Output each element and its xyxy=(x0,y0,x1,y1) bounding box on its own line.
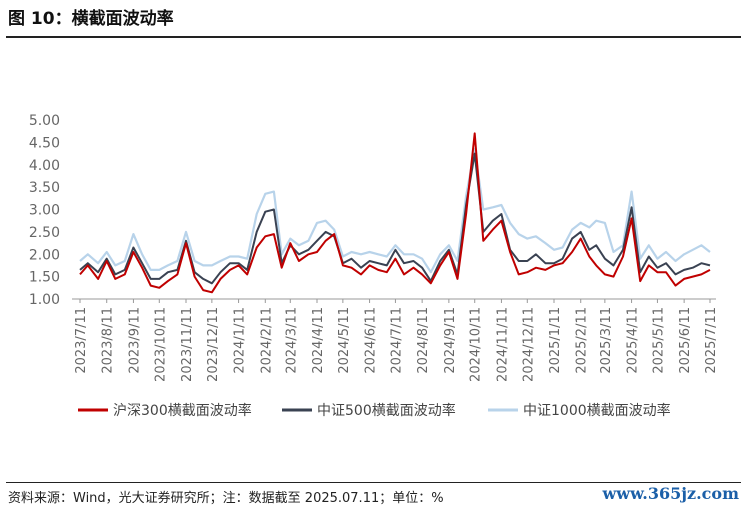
legend: 沪深300横截面波动率 中证500横截面波动率 中证1000横截面波动率 xyxy=(78,402,671,419)
x-tick-label: 2024/5/11 xyxy=(337,307,352,374)
series-line-0 xyxy=(79,132,711,294)
x-tick-label: 2025/6/11 xyxy=(678,307,693,374)
legend-label-1: 中证500横截面波动率 xyxy=(317,402,456,419)
y-tick-label: 1.50 xyxy=(29,270,60,286)
x-tick-label: 2024/2/11 xyxy=(259,307,274,374)
x-tick-label: 2023/11/11 xyxy=(180,307,195,382)
series-lines xyxy=(79,132,711,294)
legend-label-0: 沪深300横截面波动率 xyxy=(113,402,252,419)
x-tick-label: 2025/4/11 xyxy=(626,307,641,374)
series-line-1 xyxy=(79,152,711,285)
volatility-line-chart: 5.00 4.50 4.00 3.50 3.00 2.50 2.00 1.50 1.00 202… xyxy=(29,113,719,419)
title-rule xyxy=(6,36,741,38)
x-tick-label: 2024/8/11 xyxy=(416,307,431,374)
x-tick-label: 2024/12/11 xyxy=(521,307,536,382)
x-tick-label: 2023/12/11 xyxy=(206,307,221,382)
x-axis-ticks: 2023/7/11 2023/8/11 2023/9/11 2023/10/11 202… xyxy=(74,299,719,382)
series-line-2 xyxy=(79,147,711,274)
x-tick-label: 2023/7/11 xyxy=(74,307,89,374)
x-tick-label: 2023/10/11 xyxy=(153,307,168,382)
x-tick-label: 2025/5/11 xyxy=(651,307,666,374)
x-tick-label: 2024/4/11 xyxy=(311,307,326,374)
x-tick-label: 2025/2/11 xyxy=(575,307,590,374)
y-tick-label: 3.50 xyxy=(29,180,60,196)
y-tick-label: 5.00 xyxy=(29,113,60,129)
y-tick-label: 4.00 xyxy=(29,158,60,174)
y-tick-label: 3.00 xyxy=(29,203,60,219)
x-tick-label: 2024/7/11 xyxy=(389,307,404,374)
x-tick-label: 2024/9/11 xyxy=(443,307,458,374)
x-tick-label: 2024/11/11 xyxy=(495,307,510,382)
x-tick-label: 2025/1/11 xyxy=(548,307,563,374)
x-tick-label: 2024/10/11 xyxy=(469,307,484,382)
legend-label-2: 中证1000横截面波动率 xyxy=(523,402,671,419)
footer-rule xyxy=(6,482,741,483)
x-tick-label: 2023/8/11 xyxy=(101,307,116,374)
x-tick-label: 2023/9/11 xyxy=(127,307,142,374)
source-note: 资料来源：Wind，光大证券研究所；注：数据截至 2025.07.11；单位：% xyxy=(8,491,444,506)
x-tick-label: 2025/3/11 xyxy=(599,307,614,374)
y-axis-ticks: 5.00 4.50 4.00 3.50 3.00 2.50 2.00 1.50 1.00 xyxy=(29,113,60,308)
x-tick-label: 2024/3/11 xyxy=(284,307,299,374)
x-tick-label: 2024/1/11 xyxy=(233,307,248,374)
x-tick-label: 2025/7/11 xyxy=(704,307,719,374)
y-tick-label: 2.00 xyxy=(29,247,60,263)
y-tick-label: 4.50 xyxy=(29,135,60,151)
figure-title: 图 10：横截面波动率 xyxy=(8,9,174,29)
watermark: www.365jz.com xyxy=(602,484,739,503)
y-tick-label: 2.50 xyxy=(29,225,60,241)
y-tick-label: 1.00 xyxy=(29,292,60,308)
x-tick-label: 2024/6/11 xyxy=(364,307,379,374)
